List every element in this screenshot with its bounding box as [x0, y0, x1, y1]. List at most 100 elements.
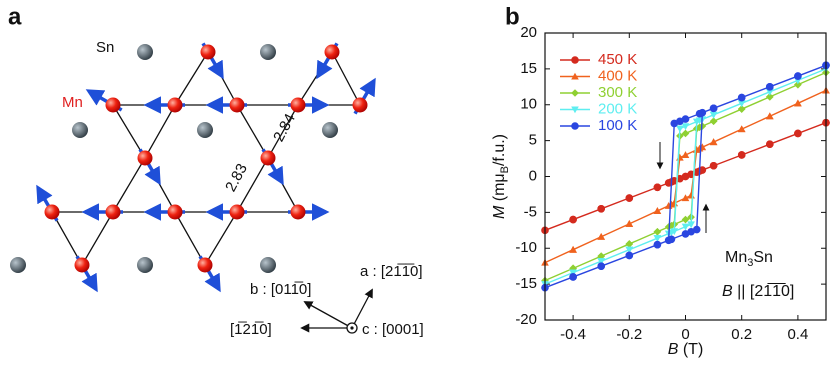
- axis-arrow: [303, 301, 353, 329]
- marker: [737, 125, 746, 133]
- marker: [676, 125, 684, 133]
- marker: [766, 112, 774, 120]
- marker: [571, 106, 579, 114]
- marker: [794, 80, 802, 89]
- marker: [569, 245, 577, 253]
- x-tick-label: -0.2: [616, 326, 642, 343]
- marker: [698, 166, 707, 174]
- label-part: (T): [678, 341, 703, 358]
- x-tick-label: 0.4: [787, 326, 808, 343]
- marker: [625, 220, 634, 227]
- marker: [571, 56, 579, 64]
- marker: [681, 194, 690, 202]
- mn-atom: [229, 97, 245, 113]
- mn-atom: [352, 97, 368, 113]
- legend-label: 300 K: [598, 84, 637, 101]
- label-part: 3: [747, 257, 753, 269]
- marker: [597, 252, 605, 260]
- marker: [687, 191, 695, 199]
- axis-arrow: [351, 288, 373, 329]
- plot-frame: [544, 32, 827, 321]
- marker: [766, 93, 774, 101]
- marker: [571, 122, 579, 130]
- marker: [625, 251, 634, 260]
- legend-label: 100 K: [598, 117, 637, 134]
- panel-label: b: [505, 3, 520, 30]
- marker: [709, 138, 718, 146]
- label-part: /f.u.): [491, 134, 508, 166]
- marker: [709, 104, 718, 113]
- bond: [173, 211, 239, 267]
- marker: [692, 118, 701, 126]
- label-part: B: [668, 341, 679, 358]
- y-tick-label: 0: [529, 167, 537, 184]
- mn-atom: [260, 150, 276, 166]
- label-part: B: [722, 283, 733, 300]
- sn-atom: [10, 257, 26, 273]
- marker: [698, 108, 707, 117]
- x-tick-label: -0.4: [560, 326, 586, 343]
- marker: [681, 129, 690, 138]
- axis-c: c : [0001]: [362, 321, 424, 338]
- marker: [737, 100, 746, 108]
- marker: [766, 83, 774, 91]
- mn-atom: [137, 150, 153, 166]
- marker: [571, 72, 579, 80]
- panel-a: a Sn Mn 2.83 2.84 b : [011̅0] a : [21̅1̅…: [8, 3, 424, 338]
- bond: [235, 104, 300, 160]
- marker: [692, 225, 701, 234]
- mn-atom: [200, 44, 216, 60]
- marker: [597, 262, 605, 270]
- bond: [50, 211, 115, 267]
- marker: [687, 221, 695, 229]
- distance-label: 2.83: [222, 161, 251, 195]
- y-axis-label: M (mμB/f.u.): [491, 134, 511, 219]
- marker: [794, 72, 802, 80]
- y-tick-label: -10: [515, 239, 537, 256]
- marker: [653, 235, 662, 243]
- marker: [653, 227, 662, 236]
- y-tick-label: 20: [520, 24, 537, 41]
- marker: [569, 273, 577, 281]
- y-tick-label: 5: [529, 132, 537, 149]
- y-tick-label: -15: [515, 275, 537, 292]
- marker: [681, 151, 690, 159]
- marker: [670, 119, 679, 128]
- x-tick-label: 0: [681, 326, 689, 343]
- marker: [653, 240, 662, 249]
- label-part: M: [491, 205, 508, 219]
- mn-atom: [105, 97, 121, 113]
- bond: [111, 104, 177, 160]
- marker: [667, 235, 676, 244]
- series: [541, 61, 830, 292]
- x-tick-label: 0.2: [731, 326, 752, 343]
- y-tick-label: -20: [515, 311, 537, 328]
- marker: [597, 232, 605, 240]
- mn-atom: [229, 204, 245, 220]
- label-part: Mn: [725, 249, 747, 266]
- mn-atom: [44, 204, 60, 220]
- marker: [709, 161, 718, 170]
- bond: [111, 156, 177, 213]
- marker: [709, 117, 718, 126]
- y-tick-label: -5: [524, 203, 537, 220]
- marker: [597, 258, 605, 265]
- mn-atom: [290, 204, 306, 220]
- label-part: Sn: [753, 249, 773, 266]
- marker: [625, 240, 634, 248]
- bond: [173, 50, 239, 106]
- panel-b: bB (T)M (mμB/f.u.)-20-15-10-505101520-0.…: [491, 3, 830, 358]
- axis-a: a : [21̅1̅0]: [360, 263, 423, 280]
- marker: [794, 129, 802, 138]
- marker: [709, 111, 718, 119]
- mn-atom: [167, 97, 183, 113]
- marker: [681, 223, 690, 231]
- marker: [653, 207, 662, 214]
- mn-atom: [290, 97, 306, 113]
- marker: [569, 215, 577, 224]
- x-axis-label: B (T): [668, 341, 704, 358]
- mn-atom: [74, 257, 90, 273]
- lattice: [10, 42, 376, 293]
- marker: [625, 246, 634, 254]
